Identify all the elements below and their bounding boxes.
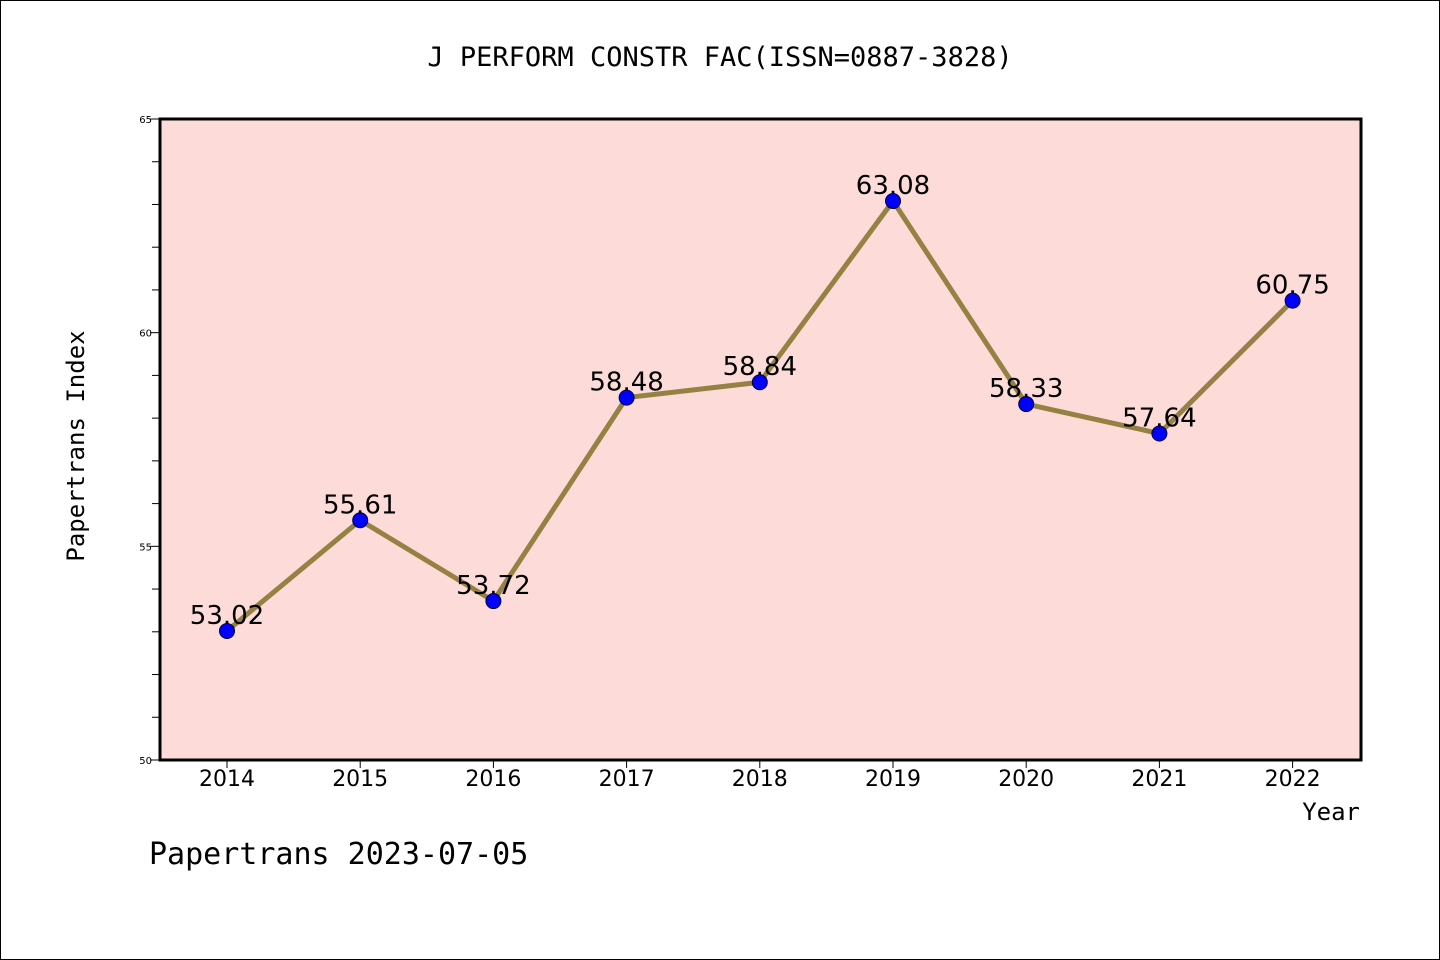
x-tick-label: 2021	[1131, 767, 1187, 792]
x-axis: 2014 2015 2016 2017 2018 2019 2020 2021 2022	[199, 760, 1321, 792]
x-tick-label: 2018	[732, 767, 788, 792]
y-tick-label: 50	[139, 756, 152, 767]
data-point	[618, 389, 635, 406]
data-point	[751, 374, 768, 391]
x-tick-label: 2015	[332, 767, 388, 792]
data-markers	[219, 193, 1301, 639]
footer-text: Papertrans 2023-07-05	[149, 837, 528, 872]
x-tick-label: 2014	[199, 767, 255, 792]
data-label: 60.75	[1255, 271, 1329, 301]
data-label: 55.61	[323, 490, 397, 520]
data-point	[219, 622, 235, 639]
y-axis: 50 55 60 65	[139, 115, 160, 767]
y-tick-label: 60	[139, 329, 152, 340]
data-labels: 53.02 55.61 53.72 58.48 58.84 63.08 58.33 57.64…	[190, 171, 1330, 631]
data-point	[1151, 425, 1168, 442]
data-label: 53.72	[456, 571, 530, 601]
x-tick-label: 2022	[1265, 767, 1321, 792]
data-point	[352, 512, 369, 529]
y-tick-label: 65	[139, 115, 152, 126]
data-label: 58.33	[989, 374, 1063, 404]
x-axis-label: Year	[1302, 798, 1360, 826]
y-axis-label: Papertrans Index	[62, 330, 90, 561]
x-tick-label: 2016	[465, 767, 521, 792]
data-point	[485, 593, 502, 610]
data-label: 58.84	[723, 352, 797, 382]
data-point	[1284, 292, 1301, 309]
data-point	[1018, 396, 1035, 413]
data-point	[885, 193, 901, 210]
data-label: 57.64	[1122, 404, 1196, 434]
data-label: 58.48	[589, 368, 663, 398]
data-label: 63.08	[856, 171, 930, 201]
y-tick-label: 55	[139, 542, 152, 553]
chart-title: J PERFORM CONSTR FAC(ISSN=0887-3828)	[427, 42, 1012, 73]
data-label: 53.02	[190, 601, 264, 631]
x-tick-label: 2020	[998, 767, 1054, 792]
plot-area	[158, 117, 1363, 762]
x-tick-label: 2017	[599, 767, 655, 792]
x-tick-label: 2019	[865, 767, 921, 792]
